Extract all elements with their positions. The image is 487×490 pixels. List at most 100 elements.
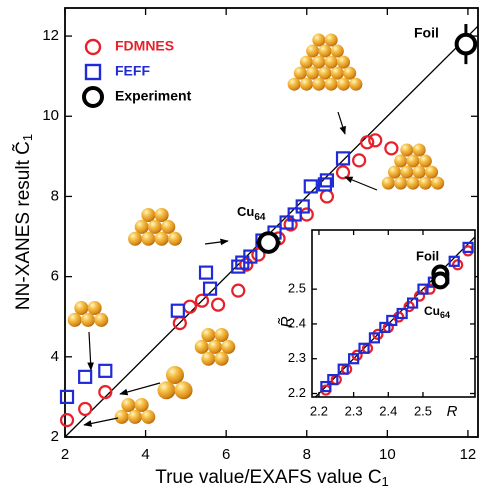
label-text: True value/EXAFS value C	[155, 467, 381, 488]
atom	[128, 410, 142, 424]
y-axis-label: R̃	[276, 316, 296, 328]
annotation-text: Cu	[237, 204, 254, 219]
atom	[400, 144, 413, 157]
atom	[349, 78, 362, 91]
annotation: Foil	[414, 25, 439, 41]
atom	[337, 56, 350, 69]
atom	[312, 78, 325, 91]
legend-label: FEFF	[115, 63, 150, 79]
atom	[115, 410, 129, 424]
x-tick-label: 2.3	[345, 403, 363, 418]
atom	[155, 232, 169, 246]
atom	[306, 67, 319, 80]
legend-label: FDMNES	[115, 38, 174, 54]
point	[259, 233, 278, 252]
atom	[74, 301, 88, 315]
point	[457, 35, 476, 54]
atom	[325, 34, 338, 47]
x-tick-label: 12	[460, 446, 477, 463]
atom	[155, 208, 169, 222]
y-tick-label: 2	[51, 428, 59, 445]
annotation-text: Cu	[424, 304, 440, 318]
atom	[141, 410, 155, 424]
atom	[300, 78, 313, 91]
atom	[325, 78, 338, 91]
atom	[166, 366, 184, 384]
atom	[413, 166, 426, 179]
atom	[394, 177, 407, 190]
figure: 2468101224681012True value/EXAFS value C…	[0, 0, 487, 490]
point	[433, 273, 447, 287]
atom	[208, 340, 222, 354]
atom	[135, 220, 149, 234]
x-axis-label: R	[447, 403, 458, 420]
label-sub: 1	[382, 474, 389, 489]
atom	[94, 313, 108, 327]
atom	[419, 155, 432, 168]
x-tick-label: 2.5	[414, 403, 432, 418]
x-tick-label: 8	[303, 446, 311, 463]
annotation-sub: 64	[440, 310, 450, 320]
atom	[319, 67, 332, 80]
atom	[425, 166, 438, 179]
atom	[294, 67, 307, 80]
legend-marker	[84, 88, 102, 106]
y-axis-label: NN-XANES result C̃1	[12, 134, 36, 310]
atom	[300, 56, 313, 69]
atom	[68, 313, 82, 327]
atom	[331, 67, 344, 80]
x-tick-label: 2	[61, 446, 69, 463]
atom	[306, 45, 319, 58]
y-tick-label: 2.2	[288, 385, 306, 400]
y-tick-label: 6	[51, 268, 59, 285]
atom	[201, 352, 215, 366]
x-axis-label: True value/EXAFS value C1	[155, 467, 389, 489]
atom	[161, 220, 175, 234]
x-tick-label: 2.2	[310, 403, 328, 418]
annotation: Foil	[416, 248, 439, 263]
atom	[121, 398, 135, 412]
plot-frame	[312, 230, 475, 397]
atom	[221, 340, 235, 354]
atom	[141, 232, 155, 246]
atom	[148, 220, 162, 234]
atom	[215, 328, 229, 342]
label-sub: 1	[20, 134, 35, 141]
atom	[175, 381, 193, 399]
atom	[419, 177, 432, 190]
y-tick-label: 2.5	[288, 281, 306, 296]
atom	[81, 313, 95, 327]
atom	[394, 155, 407, 168]
atom	[337, 78, 350, 91]
atom	[312, 56, 325, 69]
atom	[128, 232, 142, 246]
atom	[431, 177, 444, 190]
x-tick-label: 2.4	[379, 403, 397, 418]
atom	[407, 155, 420, 168]
atom	[168, 232, 182, 246]
y-tick-label: 12	[42, 27, 59, 44]
atom	[400, 166, 413, 179]
atom	[407, 177, 420, 190]
x-tick-label: 4	[141, 446, 149, 463]
atom	[215, 352, 229, 366]
atom	[88, 301, 102, 315]
atom	[325, 56, 338, 69]
annotation-sub: 64	[254, 212, 266, 223]
x-tick-label: 6	[222, 446, 230, 463]
atom	[331, 45, 344, 58]
atom	[319, 45, 332, 58]
x-tick-label: 10	[379, 446, 396, 463]
atom	[201, 328, 215, 342]
atom	[388, 166, 401, 179]
label-text: NN-XANES result C̃	[12, 141, 34, 310]
atom	[413, 144, 426, 157]
y-tick-label: 10	[42, 107, 59, 124]
atom	[382, 177, 395, 190]
atom	[141, 208, 155, 222]
legend-label: Experiment	[115, 88, 192, 104]
atom	[312, 34, 325, 47]
atom	[135, 398, 149, 412]
atom	[288, 78, 301, 91]
atom	[195, 340, 209, 354]
